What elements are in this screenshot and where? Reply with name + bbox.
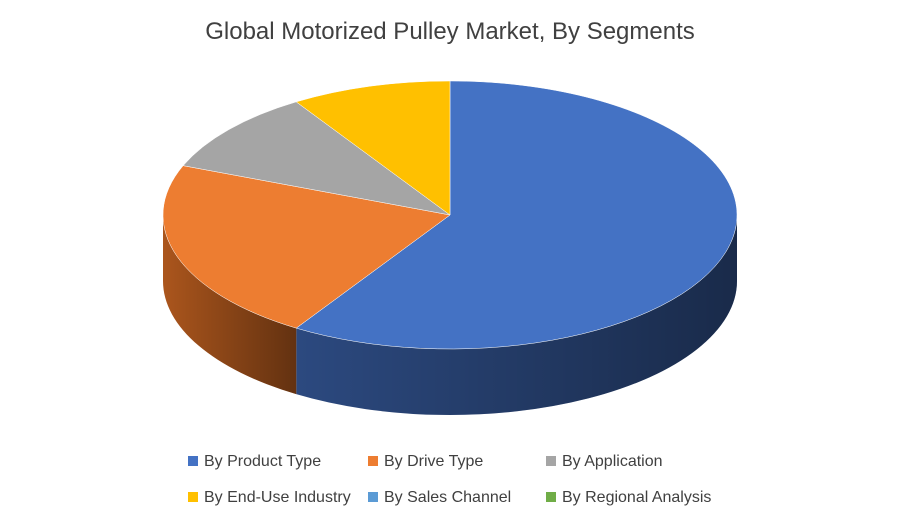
pie-sides bbox=[163, 215, 737, 415]
pie-slice bbox=[295, 80, 738, 350]
legend-swatch bbox=[188, 455, 198, 466]
pie-chart bbox=[162, 80, 738, 415]
legend-swatch bbox=[546, 491, 556, 502]
legend-item: By Application bbox=[546, 448, 663, 476]
legend-label: By Drive Type bbox=[384, 453, 484, 470]
legend-row-1: By Product Type By Drive Type By Applica… bbox=[0, 448, 900, 476]
legend-label: By Sales Channel bbox=[384, 489, 512, 506]
legend-item: By Sales Channel bbox=[368, 484, 511, 512]
pie-slice bbox=[295, 80, 451, 216]
legend-label: By End-Use Industry bbox=[204, 489, 351, 506]
legend-row-2: By End-Use Industry By Sales Channel By … bbox=[0, 484, 900, 512]
chart-title: Global Motorized Pulley Market, By Segme… bbox=[205, 18, 695, 45]
pie-slice-side-shade bbox=[163, 215, 297, 395]
legend-swatch bbox=[368, 455, 378, 466]
legend-item: By Drive Type bbox=[368, 448, 483, 476]
legend-swatch bbox=[546, 455, 556, 466]
pie-slice bbox=[182, 101, 451, 216]
legend-label: By Application bbox=[562, 453, 663, 470]
pie-slice-side-shade bbox=[296, 215, 737, 415]
legend-item: By Regional Analysis bbox=[546, 484, 711, 512]
legend-item: By End-Use Industry bbox=[188, 484, 351, 512]
legend-item: By Product Type bbox=[188, 448, 321, 476]
legend-swatch bbox=[368, 491, 378, 502]
pie-slice bbox=[162, 165, 451, 329]
legend-swatch bbox=[188, 491, 198, 502]
legend-label: By Product Type bbox=[204, 453, 322, 470]
legend-label: By Regional Analysis bbox=[562, 489, 712, 506]
pie-tops bbox=[162, 80, 738, 350]
